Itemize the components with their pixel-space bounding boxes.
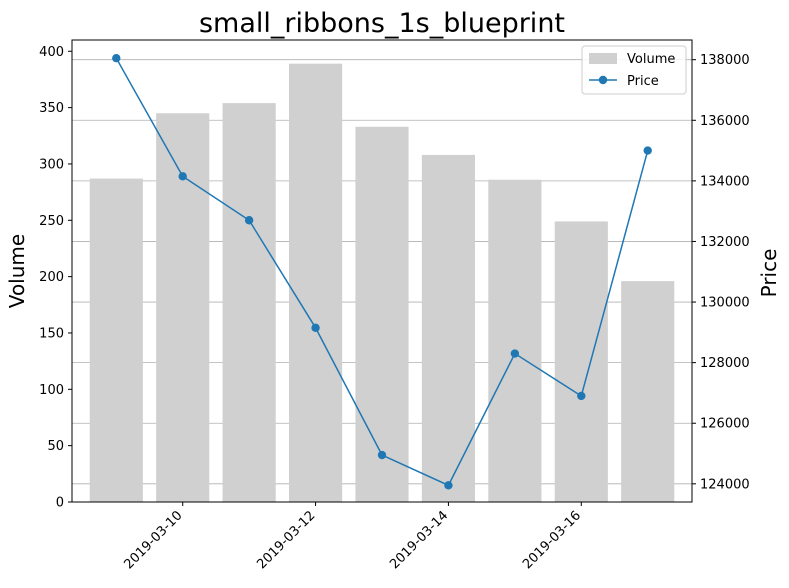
legend-price-marker	[598, 75, 608, 85]
price-point	[244, 216, 254, 225]
chart-title: small_ribbons_1s_blueprint	[199, 8, 565, 39]
volume-bar	[488, 179, 542, 503]
left-tick-label: 400	[39, 45, 64, 60]
x-tick-label: 2019-03-14	[387, 508, 451, 572]
left-tick-label: 350	[39, 101, 64, 116]
volume-bar	[156, 113, 210, 503]
right-tick-label: 124000	[700, 477, 750, 492]
price-point	[510, 349, 520, 358]
price-line	[112, 53, 652, 490]
x-tick-label: 2019-03-12	[254, 508, 318, 572]
right-tick-label: 126000	[700, 417, 750, 432]
left-tick-label: 100	[39, 383, 64, 398]
volume-bar	[222, 103, 276, 502]
price-point	[577, 391, 586, 401]
price-point	[377, 450, 387, 460]
left-tick-label: 250	[39, 214, 64, 229]
volume-bar	[355, 126, 409, 502]
x-tick-label: 2019-03-16	[520, 508, 584, 572]
volume-bar	[421, 154, 475, 502]
left-tick-label: 200	[39, 270, 64, 285]
left-tick-label: 50	[47, 439, 64, 454]
price-point	[178, 172, 187, 181]
right-tick-label: 138000	[700, 53, 750, 68]
price-point	[311, 323, 320, 333]
left-tick-label: 300	[39, 157, 64, 172]
left-tick-label: 0	[56, 496, 64, 511]
volume-bar	[89, 178, 143, 502]
left-tick-label: 150	[39, 326, 64, 341]
right-axis: 124000 126000 128000 130000 132000 134000 1360…	[692, 53, 750, 492]
right-tick-label: 130000	[700, 296, 750, 311]
price-point	[112, 53, 121, 63]
volume-bar	[621, 281, 675, 502]
x-axis: 2019-03-10 2019-03-12 2019-03-14 2019-03-16	[122, 502, 584, 572]
left-axis: 0 50 100 150 200 250 300 350 400	[39, 45, 72, 511]
right-tick-label: 134000	[700, 174, 750, 189]
legend-price-label: Price	[627, 74, 659, 89]
plot-frame	[71, 39, 693, 503]
right-tick-label: 132000	[700, 235, 750, 250]
legend-volume-label: Volume	[627, 52, 675, 67]
volume-bars	[89, 63, 675, 503]
left-axis-label: Volume	[5, 234, 29, 308]
right-tick-label: 128000	[700, 356, 750, 371]
volume-bar	[289, 63, 343, 502]
volume-bar	[554, 221, 608, 503]
price-point	[643, 146, 652, 155]
legend-volume-swatch	[589, 53, 617, 64]
legend: Volume Price	[581, 45, 687, 95]
right-tick-label: 136000	[700, 114, 750, 129]
x-tick-label: 2019-03-10	[122, 508, 186, 572]
price-point	[444, 481, 453, 490]
right-axis-label: Price	[757, 249, 781, 298]
